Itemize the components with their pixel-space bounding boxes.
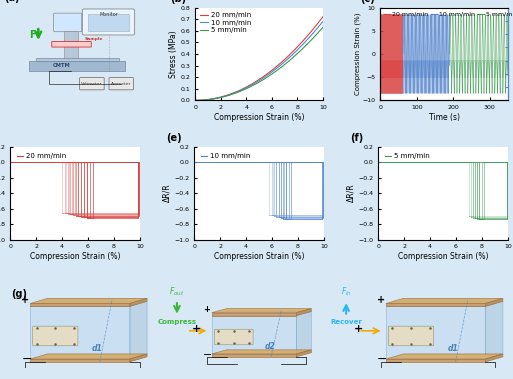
Polygon shape — [30, 301, 147, 306]
Polygon shape — [386, 304, 485, 306]
Legend: 20 mm/min, 10 mm/min, 5 mm/min: 20 mm/min, 10 mm/min, 5 mm/min — [383, 11, 513, 17]
X-axis label: Compression Strain (%): Compression Strain (%) — [398, 252, 488, 261]
Polygon shape — [212, 313, 297, 316]
Text: Sample: Sample — [84, 37, 103, 41]
Polygon shape — [212, 312, 311, 316]
X-axis label: Time (s): Time (s) — [428, 113, 460, 122]
Y-axis label: Compression Strain (%): Compression Strain (%) — [354, 13, 361, 95]
Polygon shape — [212, 354, 297, 357]
Polygon shape — [130, 301, 147, 359]
Text: +: + — [192, 324, 202, 334]
Text: (e): (e) — [166, 133, 182, 143]
Legend: 20 mm/min, 10 mm/min, 5 mm/min: 20 mm/min, 10 mm/min, 5 mm/min — [199, 11, 252, 34]
Polygon shape — [30, 354, 147, 359]
Text: (b): (b) — [170, 0, 186, 4]
FancyBboxPatch shape — [214, 329, 253, 345]
Text: (g): (g) — [11, 289, 27, 299]
Polygon shape — [212, 309, 311, 313]
Polygon shape — [297, 350, 311, 357]
Legend: 20 mm/min: 20 mm/min — [14, 150, 69, 162]
FancyBboxPatch shape — [52, 41, 91, 47]
Text: Voltmeter: Voltmeter — [81, 81, 103, 86]
Polygon shape — [30, 304, 130, 306]
Text: +: + — [21, 295, 29, 305]
Y-axis label: ΔR/R: ΔR/R — [163, 184, 171, 202]
Polygon shape — [212, 316, 297, 354]
Text: $F_{in}$: $F_{in}$ — [341, 285, 351, 298]
FancyBboxPatch shape — [83, 9, 134, 35]
Text: +: + — [354, 324, 363, 334]
Y-axis label: Stress (MPa): Stress (MPa) — [169, 30, 178, 78]
FancyBboxPatch shape — [88, 14, 129, 31]
Polygon shape — [30, 298, 147, 304]
Polygon shape — [297, 312, 311, 354]
X-axis label: Compression Strain (%): Compression Strain (%) — [214, 252, 304, 261]
Text: (a): (a) — [4, 0, 19, 3]
Polygon shape — [485, 354, 503, 362]
Polygon shape — [386, 359, 485, 362]
Text: d2: d2 — [264, 341, 275, 351]
Polygon shape — [212, 350, 311, 354]
Polygon shape — [485, 298, 503, 306]
Y-axis label: ΔR/R: ΔR/R — [346, 184, 356, 202]
Polygon shape — [130, 354, 147, 362]
FancyBboxPatch shape — [54, 13, 82, 32]
Legend: 10 mm/min: 10 mm/min — [198, 150, 253, 162]
Polygon shape — [386, 298, 503, 304]
Polygon shape — [386, 301, 503, 306]
Polygon shape — [386, 306, 485, 359]
Text: (c): (c) — [360, 0, 374, 4]
Text: −: − — [377, 353, 387, 366]
Text: Monitor: Monitor — [99, 12, 118, 17]
FancyBboxPatch shape — [388, 326, 433, 346]
Polygon shape — [297, 309, 311, 316]
Polygon shape — [485, 301, 503, 359]
FancyBboxPatch shape — [109, 78, 133, 90]
Legend: 5 mm/min: 5 mm/min — [382, 150, 432, 162]
Text: Compress: Compress — [157, 319, 196, 325]
Polygon shape — [64, 31, 78, 59]
X-axis label: Compression Strain (%): Compression Strain (%) — [214, 113, 304, 122]
Polygon shape — [386, 354, 503, 359]
Polygon shape — [36, 58, 119, 61]
X-axis label: Compression Strain (%): Compression Strain (%) — [30, 252, 121, 261]
Text: +: + — [377, 295, 385, 305]
Text: $F_{out}$: $F_{out}$ — [169, 285, 185, 298]
Text: d1: d1 — [448, 344, 459, 353]
Polygon shape — [30, 359, 130, 362]
Text: −: − — [203, 350, 212, 360]
Text: −: − — [21, 353, 32, 366]
Text: Ammeter: Ammeter — [111, 81, 131, 86]
Text: d1: d1 — [92, 344, 103, 353]
Text: F: F — [29, 30, 36, 39]
FancyBboxPatch shape — [80, 78, 104, 90]
Polygon shape — [130, 298, 147, 306]
Text: +: + — [203, 305, 210, 314]
Text: (f): (f) — [350, 133, 363, 143]
Polygon shape — [29, 61, 125, 71]
Text: CMTM: CMTM — [52, 63, 70, 67]
Text: Recover: Recover — [330, 319, 362, 325]
Polygon shape — [30, 306, 130, 359]
FancyBboxPatch shape — [33, 326, 78, 346]
